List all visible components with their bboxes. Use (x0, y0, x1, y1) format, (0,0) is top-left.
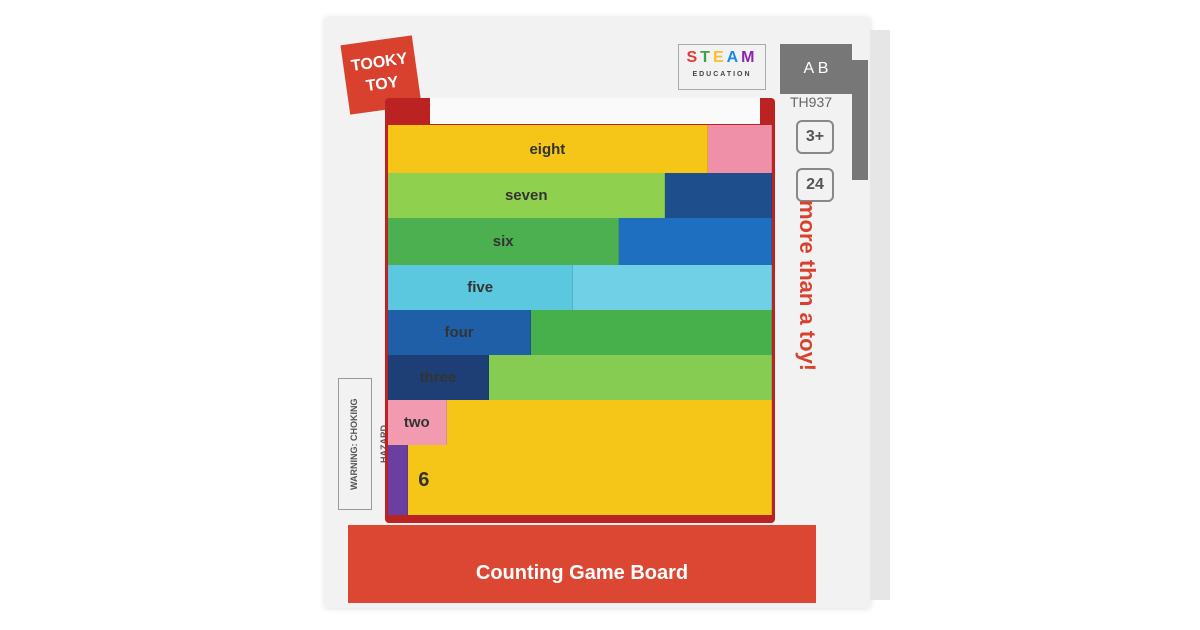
number-bar-label: seven (388, 173, 666, 218)
number-bar-label: four (388, 310, 532, 355)
number-bar-label: five (388, 265, 574, 310)
warning-label: WARNING: CHOKING HAZARD (338, 378, 389, 510)
number-bar-row[interactable]: five (388, 265, 772, 310)
number-bar-row[interactable]: four (388, 310, 772, 355)
model-number: TH937 (790, 94, 833, 110)
number-bar-label: six (388, 218, 620, 265)
box-side (870, 30, 890, 600)
steam-subtitle: EDUCATION (692, 71, 752, 78)
steam-logo: STEAM EDUCATION (678, 44, 766, 90)
number-bar-fill (665, 173, 772, 218)
pieces-badge: 24 (796, 168, 834, 202)
number-bar-fill (531, 310, 772, 355)
number-bar-row[interactable]: two (388, 400, 772, 445)
product-name: Counting Game Board (348, 525, 816, 603)
number-bar-fill: 6 (408, 445, 772, 515)
number-bar-row[interactable]: six (388, 218, 772, 265)
ab-block-icon: A B (780, 44, 852, 94)
number-bar-fill (619, 218, 772, 265)
number-bar-row[interactable]: seven (388, 173, 772, 218)
number-bar-fill (707, 125, 772, 173)
operator-tiles (430, 98, 760, 124)
number-bar-label (388, 445, 409, 515)
tagline: more than a toy! (795, 200, 820, 372)
number-bar-row[interactable]: three (388, 355, 772, 400)
number-bar-label: eight (388, 125, 708, 173)
side-label (852, 60, 868, 180)
number-bar-row[interactable]: 6 (388, 445, 772, 515)
number-bar-fill (488, 355, 772, 400)
number-bar-label: three (388, 355, 489, 400)
number-bar-fill (446, 400, 772, 445)
number-bar-row[interactable]: eight (388, 125, 772, 173)
number-bar-label: two (388, 400, 447, 445)
age-badge: 3+ (796, 120, 834, 154)
number-bar-fill (573, 265, 772, 310)
steam-title: STEAM (686, 49, 758, 66)
